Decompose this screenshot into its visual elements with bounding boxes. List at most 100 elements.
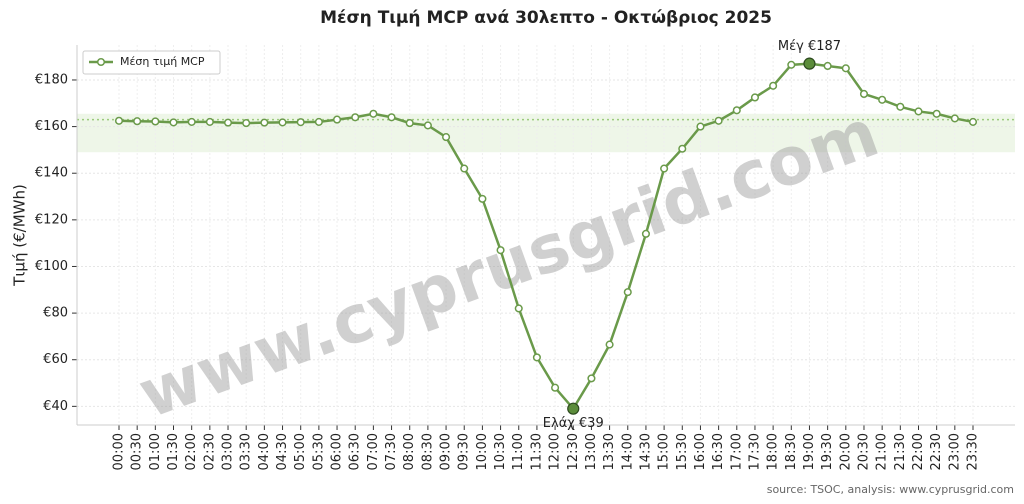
x-tick-label: 18:00: [766, 433, 781, 470]
data-point: [823, 61, 832, 71]
data-point: [205, 117, 214, 126]
x-tick-label: 22:00: [911, 433, 926, 470]
x-tick-label: 21:30: [893, 433, 908, 470]
data-point: [696, 122, 705, 131]
x-tick-label: 13:00: [584, 433, 599, 470]
data-point: [896, 102, 905, 111]
data-point: [750, 93, 760, 102]
data-point: [678, 144, 687, 153]
x-tick-label: 19:30: [820, 433, 835, 470]
x-tick-label: 10:00: [475, 433, 490, 470]
x-tick-label: 06:30: [348, 433, 363, 470]
data-point: [587, 374, 596, 383]
data-point: [151, 117, 160, 126]
x-tick-label: 05:00: [293, 433, 308, 470]
data-point: [841, 64, 850, 73]
x-tick-label: 09:30: [457, 433, 472, 470]
data-point: [914, 107, 923, 116]
x-tick-label: 15:30: [675, 433, 690, 470]
data-point: [296, 118, 305, 127]
x-tick-label: 02:30: [202, 433, 217, 470]
highlight-point: [567, 402, 580, 415]
chart-title: Μέση Τιμή MCP ανά 30λεπτο - Οκτώβριος 20…: [320, 8, 772, 28]
x-tick-label: 07:30: [384, 433, 399, 470]
annotation: Μέγ €187: [778, 39, 841, 54]
data-point: [423, 121, 432, 130]
y-tick-label: €180: [35, 72, 68, 87]
x-tick-label: 23:00: [947, 433, 962, 470]
y-tick-label: €160: [35, 119, 68, 134]
x-tick-label: 15:00: [657, 433, 672, 470]
x-tick-label: 01:00: [148, 433, 163, 470]
x-tick-label: 16:00: [693, 433, 708, 470]
data-point: [660, 164, 669, 173]
data-point: [641, 229, 650, 238]
x-tick-label: 06:00: [330, 433, 345, 470]
y-tick-label: €100: [35, 259, 68, 274]
data-point: [314, 117, 323, 126]
x-tick-label: 21:00: [875, 433, 890, 470]
y-tick-label: €60: [43, 352, 68, 367]
data-point: [169, 118, 178, 127]
y-tick-label: €120: [35, 212, 68, 227]
x-tick-label: 16:30: [711, 433, 726, 470]
x-tick-label: 04:00: [257, 433, 272, 470]
x-tick-label: 12:30: [566, 433, 581, 470]
data-point: [859, 89, 869, 99]
data-point: [514, 304, 523, 313]
data-point: [878, 95, 887, 104]
x-tick-label: 02:00: [184, 433, 199, 470]
x-tick-label: 10:30: [493, 433, 508, 470]
data-point: [932, 109, 941, 118]
x-tick-label: 05:30: [311, 433, 326, 470]
data-point: [351, 113, 360, 122]
data-point: [332, 115, 342, 124]
x-tick-label: 09:00: [439, 433, 454, 470]
data-point: [551, 383, 560, 392]
data-point: [769, 81, 778, 90]
data-point: [242, 119, 251, 128]
x-tick-label: 08:00: [402, 433, 417, 470]
y-axis-label: Τιμή (€/MWh): [11, 184, 29, 287]
data-point: [787, 60, 796, 69]
y-tick-label: €140: [35, 166, 68, 181]
x-tick-label: 04:30: [275, 433, 290, 470]
data-point: [133, 117, 142, 126]
data-point: [605, 340, 614, 349]
data-point: [714, 116, 723, 125]
x-tick-label: 23:30: [966, 433, 981, 470]
x-tick-label: 03:30: [239, 433, 254, 470]
x-tick-label: 20:30: [856, 433, 871, 470]
x-tick-label: 11:00: [511, 433, 526, 470]
x-tick-label: 18:30: [784, 433, 799, 470]
x-tick-label: 17:30: [747, 433, 762, 470]
x-tick-label: 19:00: [802, 433, 817, 470]
data-point: [478, 194, 487, 203]
data-point: [223, 118, 233, 127]
data-point: [187, 117, 196, 126]
annotation: Ελάχ €39: [543, 416, 604, 431]
data-point: [532, 353, 541, 362]
data-point: [950, 114, 959, 123]
x-tick-label: 07:00: [366, 433, 381, 470]
legend-label: Μέση τιμή MCP: [120, 55, 205, 68]
x-tick-label: 00:30: [130, 433, 145, 470]
legend: Μέση τιμή MCP: [82, 50, 221, 75]
x-tick-label: 03:00: [221, 433, 236, 470]
data-point: [114, 116, 124, 125]
legend-marker: [96, 57, 106, 67]
data-point: [623, 288, 632, 297]
x-tick-label: 08:30: [420, 433, 435, 470]
x-tick-label: 17:00: [729, 433, 744, 470]
y-tick-label: €80: [43, 306, 68, 321]
data-point: [369, 109, 378, 118]
data-point: [405, 119, 414, 128]
x-tick-label: 22:30: [929, 433, 944, 470]
data-point: [260, 118, 269, 127]
data-point: [496, 246, 505, 255]
x-tick-label: 01:30: [166, 433, 181, 470]
x-tick-label: 11:30: [529, 433, 544, 470]
data-point: [442, 133, 451, 142]
x-tick-label: 14:30: [638, 433, 653, 470]
